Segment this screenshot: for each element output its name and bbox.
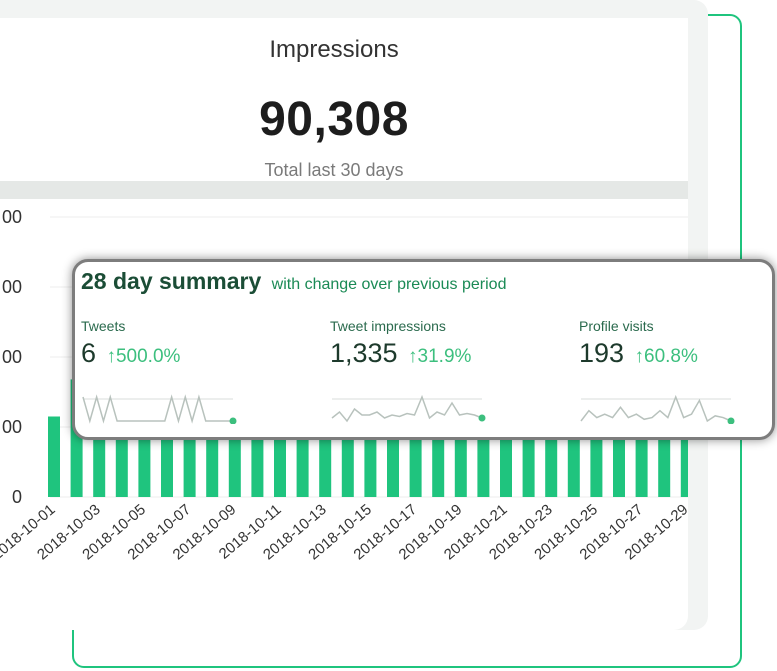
impressions-header: Impressions 90,308 Total last 30 days	[0, 18, 688, 181]
bar-2018-10-14[interactable]	[341, 427, 354, 497]
metric-value: 1,335	[330, 338, 398, 368]
metric-value: 6	[81, 338, 97, 368]
metric-label: Tweets	[81, 318, 126, 334]
bar-2018-10-11[interactable]	[274, 427, 286, 497]
metric-change: 500.0%	[115, 346, 181, 367]
bar-2018-10-26[interactable]	[613, 427, 625, 497]
bar-2018-10-22[interactable]	[522, 427, 535, 497]
bar-2018-10-24[interactable]	[567, 427, 580, 497]
bar-2018-10-18[interactable]	[432, 427, 445, 497]
impressions-value: 90,308	[259, 93, 409, 146]
bar-2018-10-13[interactable]	[319, 427, 332, 497]
bar-2018-10-10[interactable]	[251, 427, 264, 497]
y-tick-label: 00	[2, 417, 22, 437]
bar-2018-10-08[interactable]	[206, 427, 219, 497]
bar-2018-10-07[interactable]	[183, 427, 196, 497]
sparkline-line	[580, 394, 732, 423]
arrow-up-icon: ↑	[634, 346, 645, 367]
y-tick-label: 00	[2, 207, 22, 227]
summary-subtitle: with change over previous period	[271, 276, 507, 293]
bar-2018-10-04[interactable]	[115, 427, 128, 497]
bar-2018-10-19[interactable]	[454, 427, 467, 497]
bar-2018-10-16[interactable]	[387, 427, 399, 497]
bar-2018-10-28[interactable]	[658, 427, 671, 497]
sparkline-tweet-impressions	[331, 394, 486, 423]
metric-tweet-impressions: Tweet impressions 1,335 ↑31.9%	[330, 318, 530, 423]
bar-2018-10-25[interactable]	[590, 427, 603, 497]
sparkline-end-dot	[727, 417, 735, 424]
bar-2018-10-15[interactable]	[364, 427, 377, 497]
summary-card: 28 day summary with change over previous…	[72, 259, 775, 440]
metric-tweets: Tweets 6 ↑500.0%	[81, 318, 281, 424]
y-tick-label: 00	[2, 277, 22, 297]
bar-2018-10-20[interactable]	[477, 427, 490, 497]
bar-2018-10-27[interactable]	[635, 427, 648, 497]
y-tick-label: 0	[12, 487, 22, 507]
bar-2018-10-12[interactable]	[296, 427, 309, 497]
bar-2018-10-29[interactable]	[680, 427, 688, 497]
sparkline-end-dot	[229, 417, 237, 424]
metric-label: Tweet impressions	[330, 318, 446, 334]
metric-value: 193	[579, 338, 625, 368]
bar-2018-10-03[interactable]	[93, 427, 106, 497]
bar-2018-10-23[interactable]	[545, 427, 558, 497]
arrow-up-icon: ↑	[408, 346, 418, 367]
sparkline-line	[82, 394, 233, 424]
bar-2018-10-01[interactable]	[48, 416, 60, 498]
sparkline-tweets	[82, 394, 237, 424]
bar-2018-10-06[interactable]	[161, 427, 173, 497]
sparkline-profile-visits	[580, 394, 735, 424]
y-tick-label: 00	[2, 347, 22, 367]
bar-2018-10-17[interactable]	[409, 427, 422, 497]
sparkline-end-dot	[478, 414, 486, 422]
metric-label: Profile visits	[579, 318, 654, 334]
metric-change: 60.8%	[644, 346, 698, 367]
bar-2018-10-09[interactable]	[228, 427, 241, 497]
bar-2018-10-05[interactable]	[138, 427, 151, 497]
sparkline-line	[331, 394, 483, 423]
bar-2018-10-21[interactable]	[500, 427, 512, 497]
divider-band	[0, 181, 688, 199]
impressions-sublabel: Total last 30 days	[264, 160, 404, 180]
metric-profile-visits: Profile visits 193 ↑60.8%	[579, 318, 777, 424]
metric-change: 31.9%	[417, 346, 472, 367]
impressions-label: Impressions	[269, 36, 399, 63]
arrow-up-icon: ↑	[106, 346, 116, 367]
summary-title: 28 day summary	[81, 268, 262, 294]
